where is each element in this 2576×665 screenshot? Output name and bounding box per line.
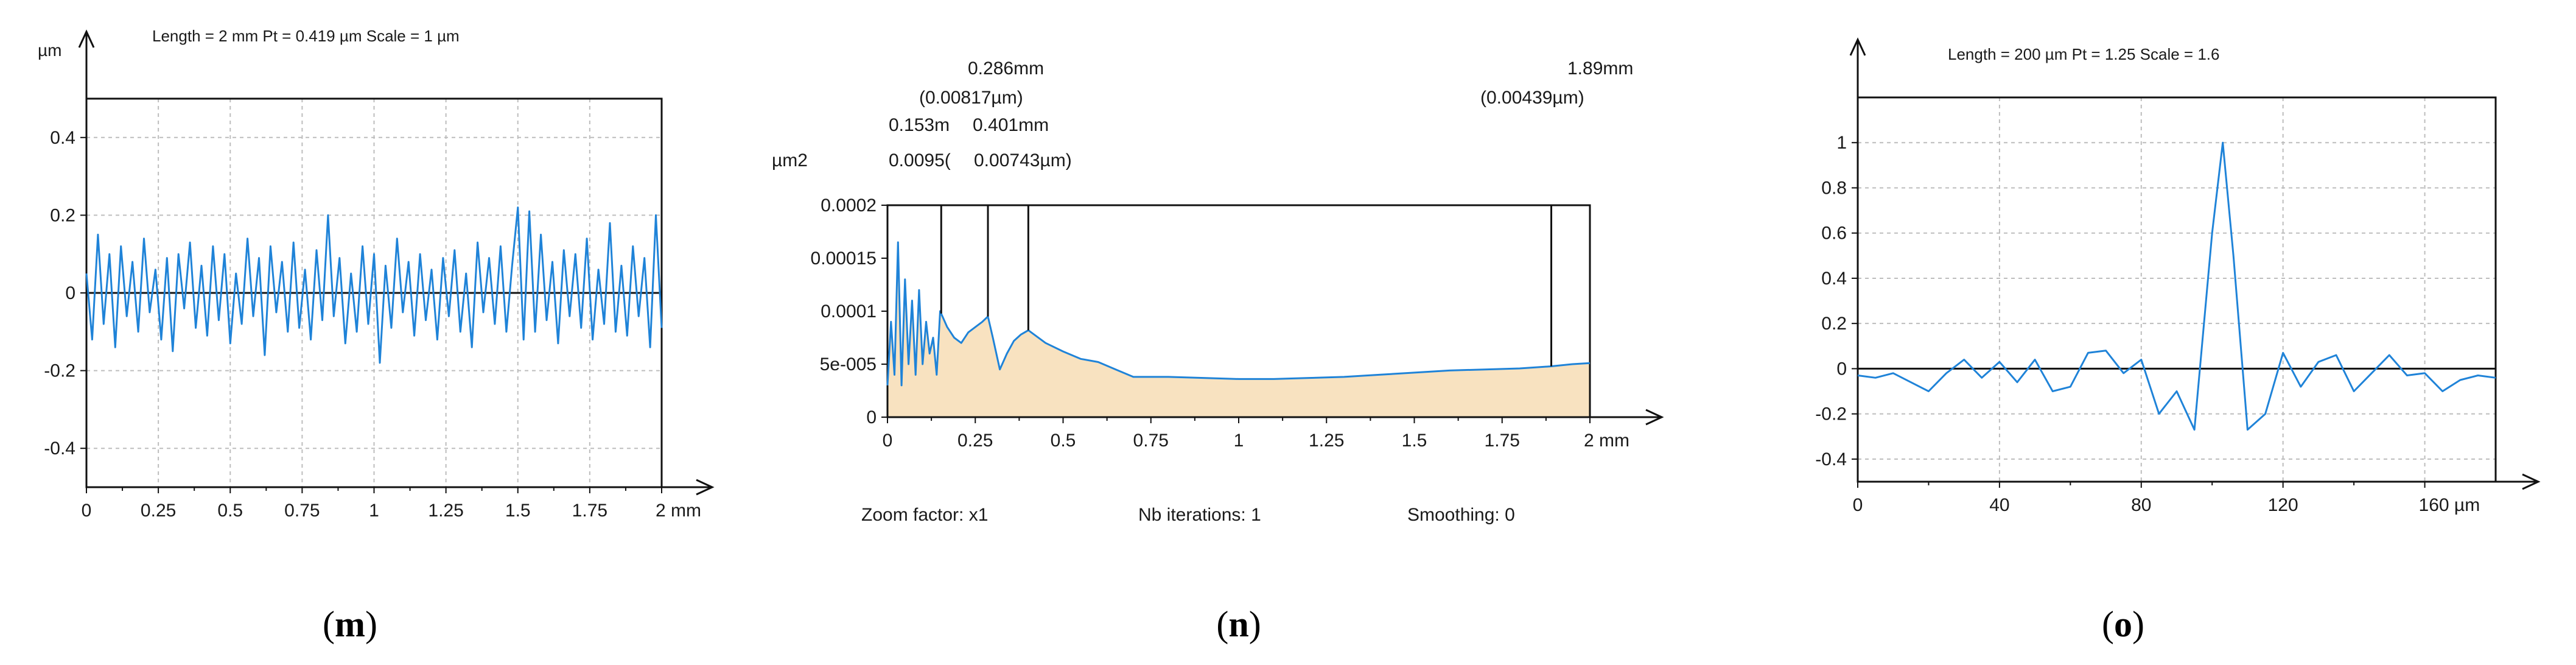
- y-tick-label: -0.4: [1815, 449, 1847, 470]
- marker-value-label: 0.00743µm): [974, 150, 1072, 171]
- y-tick-label: 5e-005: [820, 354, 877, 375]
- y-tick-label: 0.00015: [811, 248, 877, 269]
- x-tick-label: 1.75: [1485, 431, 1520, 451]
- x-tick-label: 0.25: [957, 431, 993, 451]
- caption-m: (m): [323, 604, 377, 644]
- x-tick-label: 40: [1989, 495, 2009, 515]
- x-tick-label: 0: [82, 501, 92, 521]
- y-tick-label: 0.2: [50, 205, 75, 225]
- x-tick-label: 0.25: [141, 501, 176, 521]
- x-tick-label: 1.5: [505, 501, 531, 521]
- y-axis-arrow: [1849, 37, 1866, 56]
- y-axis-label: µm2: [772, 150, 808, 171]
- x-tick-label: 0.5: [1051, 431, 1076, 451]
- marker-value-label: 0.0095(: [889, 150, 951, 171]
- x-tick-label: 120: [2268, 495, 2298, 515]
- series-line: [85, 206, 663, 364]
- plot-frame: [1857, 96, 2497, 483]
- y-tick-label: 0.4: [1821, 269, 1847, 289]
- x-tick-label: 1.25: [428, 501, 463, 521]
- chart-header: Length = 200 µm Pt = 1.25 Scale = 1.6: [1948, 45, 2219, 63]
- x-axis-arrow: [1645, 409, 1664, 426]
- y-tick-label: 0: [65, 283, 75, 303]
- x-tick-label: 0: [883, 431, 893, 451]
- x-tick-label: 1.25: [1309, 431, 1344, 451]
- marker-position-label: 0.153m: [889, 115, 950, 135]
- x-tick-label: 80: [2131, 495, 2151, 515]
- chart-panel-o: Length = 200 µm Pt = 1.25 Scale = 1.6 0 4…: [1815, 37, 2541, 515]
- x-axis-arrow: [696, 479, 715, 496]
- marker-value-label: (0.00439µm): [1480, 88, 1584, 108]
- y-tick-label: 0.4: [50, 128, 75, 148]
- chart-panel-n: µm2 0.153m 0.0095( 0.286mm (0.00817µm) 0.401…: [772, 58, 1664, 525]
- chart-panel-m: Length = 2 mm Pt = 0.419 µm Scale = 1 µm…: [38, 27, 715, 521]
- marker-position-label: 1.89mm: [1567, 58, 1633, 79]
- series-line: [886, 241, 1591, 387]
- x-tick-label: 2 mm: [1584, 431, 1629, 451]
- y-axis-label: µm: [38, 41, 61, 60]
- y-tick-label: 0.2: [1821, 314, 1847, 334]
- x-tick-label: 1: [369, 501, 379, 521]
- y-tick-label: -0.2: [44, 361, 75, 381]
- y-tick-label: -0.2: [1815, 404, 1847, 424]
- y-tick-label: 0: [1836, 359, 1847, 379]
- area-fill: [887, 242, 1590, 417]
- x-axis-arrow: [2522, 473, 2541, 490]
- footer-zoom-factor: Zoom factor: x1: [861, 505, 988, 525]
- x-tick-label: 0: [1853, 495, 1863, 515]
- y-tick-label: 0.6: [1821, 223, 1847, 244]
- marker-position-label: 0.401mm: [973, 115, 1049, 135]
- y-tick-label: 0.0002: [821, 195, 877, 216]
- chart-header: Length = 2 mm Pt = 0.419 µm Scale = 1 µm: [152, 27, 460, 45]
- y-tick-label: 0: [866, 407, 877, 427]
- x-tick-label: 1: [1234, 431, 1244, 451]
- x-tick-label: 2 mm: [656, 501, 701, 521]
- series-line: [1857, 141, 2496, 431]
- caption-n: (n): [1216, 604, 1261, 644]
- y-tick-label: 1: [1836, 133, 1847, 153]
- y-tick-label: -0.4: [44, 438, 75, 459]
- x-tick-label: 0.75: [284, 501, 320, 521]
- marker-value-label: (0.00817µm): [919, 88, 1023, 108]
- x-tick-label: 160 µm: [2419, 495, 2480, 515]
- x-tick-label: 1.75: [572, 501, 607, 521]
- y-axis-arrow: [78, 29, 95, 48]
- y-tick-label: 0.8: [1821, 178, 1847, 198]
- caption-o: (o): [2102, 604, 2144, 644]
- marker-position-label: 0.286mm: [968, 58, 1044, 79]
- footer-smoothing: Smoothing: 0: [1407, 505, 1515, 525]
- x-tick-label: 0.75: [1133, 431, 1169, 451]
- y-tick-label: 0.0001: [821, 301, 877, 322]
- x-tick-label: 0.5: [217, 501, 243, 521]
- x-tick-label: 1.5: [1402, 431, 1427, 451]
- footer-iterations: Nb iterations: 1: [1138, 505, 1261, 525]
